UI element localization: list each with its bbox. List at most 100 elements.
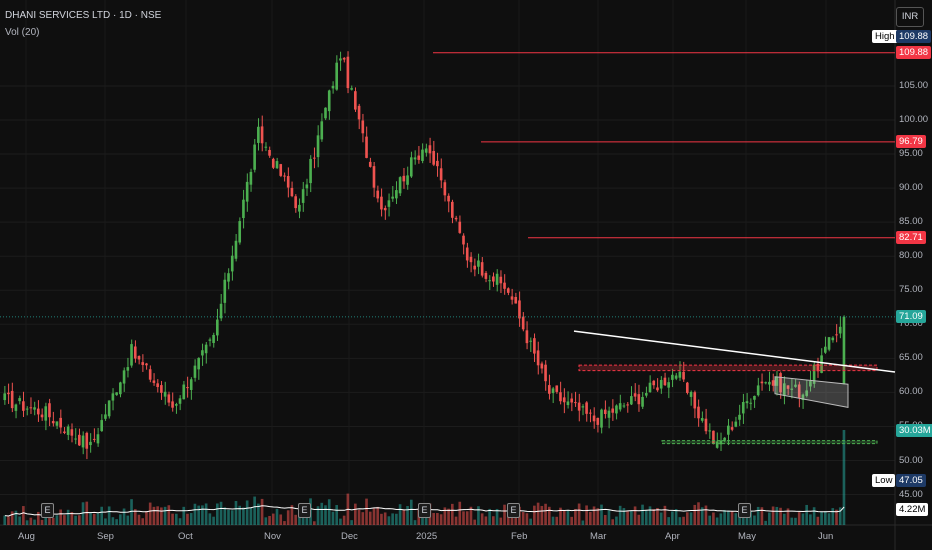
candle-body <box>824 346 827 353</box>
candle-body <box>402 175 406 182</box>
candle-body <box>395 190 398 199</box>
candle-body <box>122 370 126 384</box>
candle-body <box>618 403 622 410</box>
candle-body <box>533 338 536 354</box>
volume-bar <box>521 512 525 525</box>
volume-bar <box>189 513 193 525</box>
candle-body <box>615 405 618 414</box>
candle-body <box>756 385 760 396</box>
volume-bar <box>596 508 600 525</box>
volume-bar <box>630 511 633 525</box>
candle-body <box>779 373 782 393</box>
candle-body <box>842 316 846 385</box>
candle-body <box>152 380 156 383</box>
candle-body <box>354 91 357 110</box>
candle-body <box>409 157 413 177</box>
volume-bar <box>756 506 760 525</box>
candle-body <box>167 394 171 403</box>
candle-body <box>186 387 189 389</box>
volume-bar <box>622 508 626 525</box>
earnings-event-marker[interactable]: E <box>507 503 520 518</box>
currency-button[interactable]: INR <box>896 7 924 27</box>
volume-bar <box>40 519 44 525</box>
volume-bar <box>174 513 178 525</box>
volume-bar <box>831 508 835 525</box>
volume-bar <box>436 513 439 525</box>
level-tag: 96.79 <box>896 135 926 149</box>
candle-body <box>10 390 14 409</box>
candle-body <box>700 418 704 421</box>
volume-bar <box>749 511 753 525</box>
candle-body <box>547 385 551 394</box>
earnings-event-marker[interactable]: E <box>41 503 54 518</box>
volume-bar <box>275 508 279 525</box>
candle-body <box>324 107 327 119</box>
volume-bar <box>59 509 62 525</box>
candle-body <box>189 379 193 390</box>
candle-body <box>570 398 573 403</box>
volume-label[interactable]: Vol (20) <box>5 27 40 38</box>
candle-body <box>488 280 491 282</box>
candle-body <box>667 382 670 388</box>
volume-bar <box>603 515 607 525</box>
earnings-event-marker[interactable]: E <box>298 503 311 518</box>
candle-body <box>193 365 197 378</box>
volume-bar <box>204 503 208 525</box>
candle-body <box>484 272 488 279</box>
candle-body <box>156 383 159 388</box>
candle-body <box>428 145 432 154</box>
candle-body <box>391 196 394 199</box>
candle-body <box>559 392 562 402</box>
volume-bar <box>439 514 443 525</box>
volume-bar <box>156 506 159 525</box>
volume-bar <box>327 499 331 525</box>
candle-body <box>421 149 424 161</box>
volume-bar <box>342 515 346 525</box>
volume-bar <box>656 507 659 525</box>
volume-bar <box>633 506 637 525</box>
candle-body <box>365 136 368 158</box>
candle-body <box>44 406 48 421</box>
volume-bar <box>92 513 96 525</box>
candle-body <box>230 255 234 272</box>
candle-body <box>264 146 268 148</box>
candle-body <box>424 148 428 153</box>
candle-body <box>279 164 283 176</box>
flag-pattern <box>774 376 849 408</box>
candle-body <box>521 316 525 330</box>
volume-bar <box>380 513 383 525</box>
price-tick-label: 70.00 <box>899 318 923 330</box>
volume-bar <box>618 505 622 525</box>
candle-body <box>596 417 600 425</box>
candle-body <box>148 369 152 380</box>
volume-bar <box>376 506 380 525</box>
volume-bar <box>268 515 271 525</box>
volume-bar <box>432 512 435 525</box>
candle-body <box>96 434 100 444</box>
volume-bar <box>503 504 506 525</box>
volume-bar <box>402 509 406 525</box>
volume-bar <box>89 512 92 525</box>
candle-body <box>312 157 316 159</box>
candle-body <box>242 199 245 219</box>
candle-body <box>104 414 107 419</box>
volume-bar <box>477 506 480 525</box>
volume-bar <box>562 510 566 525</box>
volume-bar <box>219 501 223 525</box>
volume-bar <box>257 503 260 525</box>
volume-bar <box>592 506 596 525</box>
candle-body <box>29 407 33 409</box>
volume-bar <box>581 520 585 525</box>
volume-bar <box>66 509 70 525</box>
candle-body <box>641 396 644 407</box>
candle-body <box>119 382 122 395</box>
candle-body <box>708 430 711 432</box>
volume-bar <box>723 509 726 525</box>
volume-bar <box>212 516 215 525</box>
volume-bar <box>536 502 540 525</box>
earnings-event-marker[interactable]: E <box>418 503 431 518</box>
earnings-event-marker[interactable]: E <box>738 503 751 518</box>
volume-bar <box>585 505 588 525</box>
candle-body <box>14 404 18 411</box>
